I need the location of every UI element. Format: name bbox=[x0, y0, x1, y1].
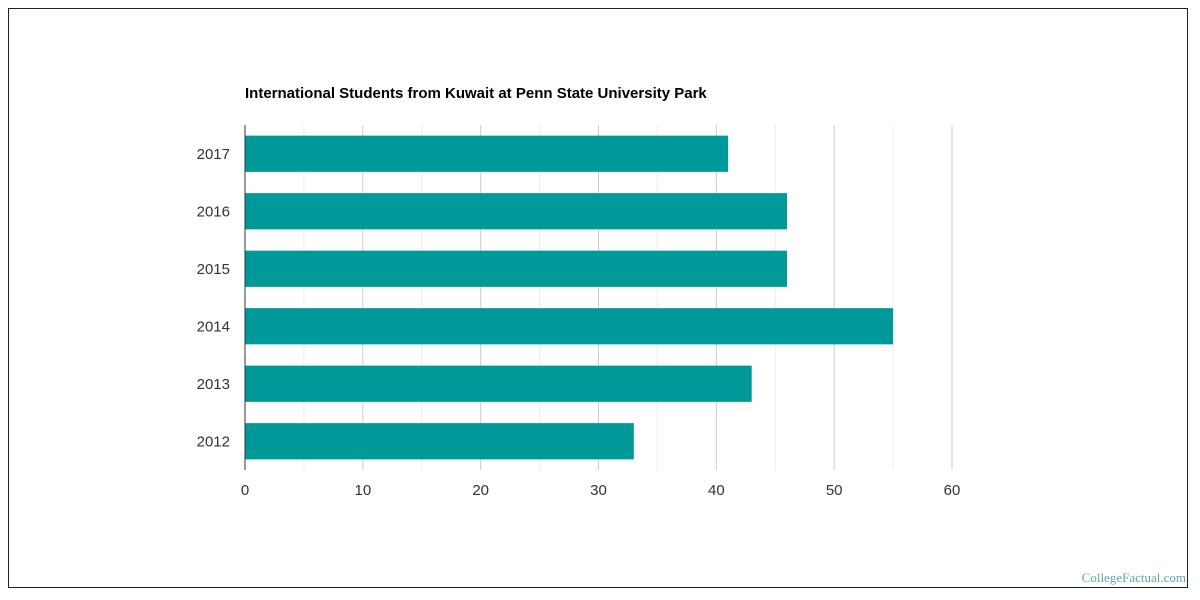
x-tick-label-50: 50 bbox=[826, 482, 843, 499]
x-tick-label-10: 10 bbox=[354, 482, 371, 499]
bar-2017 bbox=[245, 135, 729, 172]
x-tick-label-40: 40 bbox=[708, 482, 725, 499]
category-label-2017: 2017 bbox=[197, 146, 230, 163]
x-tick-label-20: 20 bbox=[472, 482, 489, 499]
category-label-2014: 2014 bbox=[197, 318, 230, 335]
bar-2014 bbox=[245, 308, 894, 345]
x-tick-label-30: 30 bbox=[590, 482, 607, 499]
bar-2013 bbox=[245, 365, 752, 402]
category-label-2013: 2013 bbox=[197, 376, 230, 393]
category-label-2012: 2012 bbox=[197, 433, 230, 450]
watermark[interactable]: CollegeFactual.com bbox=[1081, 570, 1186, 585]
bars bbox=[245, 135, 894, 460]
category-label-2016: 2016 bbox=[197, 203, 230, 220]
category-label-2015: 2015 bbox=[197, 261, 230, 278]
x-tick-label-60: 60 bbox=[944, 482, 961, 499]
bar-2016 bbox=[245, 193, 788, 230]
chart-title: International Students from Kuwait at Pe… bbox=[245, 85, 707, 102]
bar-2012 bbox=[245, 423, 634, 460]
grid-lines bbox=[303, 125, 953, 470]
bar-2015 bbox=[245, 250, 788, 287]
axis-labels: 2017 2016 2015 2014 2013 2012 0 10 20 30 40 50 60 bbox=[197, 146, 961, 499]
x-tick-label-0: 0 bbox=[241, 482, 249, 499]
